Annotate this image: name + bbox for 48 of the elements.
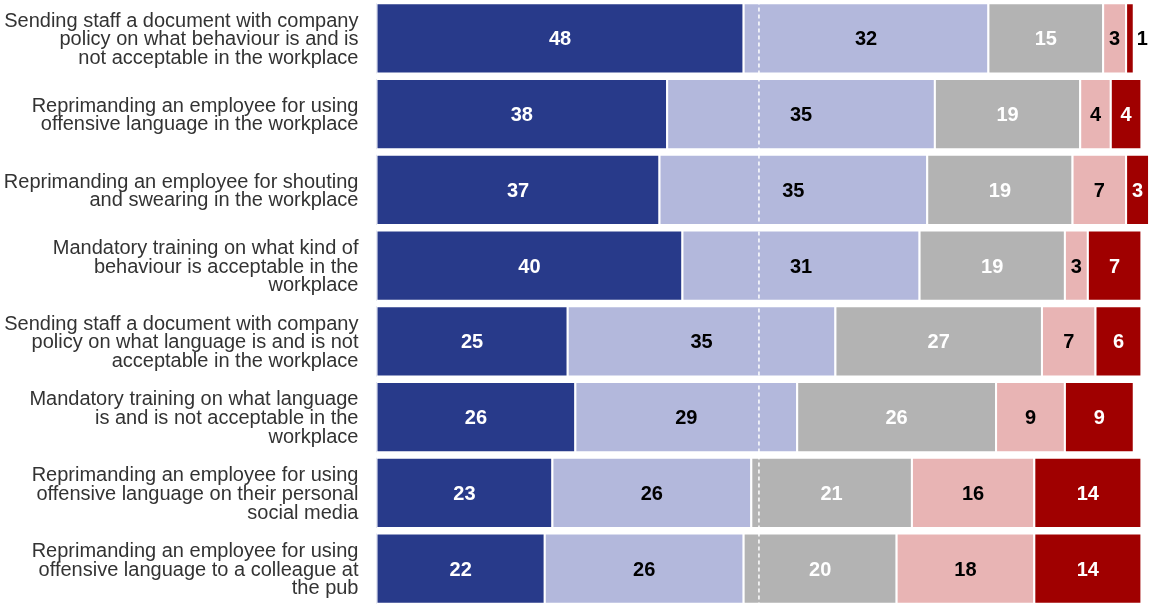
data-label: 27: [927, 330, 950, 353]
data-label: 1: [1136, 27, 1148, 50]
data-label: 14: [1076, 557, 1100, 580]
y-tick-label: Sending staff a document with company policy on what behaviour is and is not acceptable in the workplace: [4, 8, 359, 69]
data-label: 32: [854, 27, 878, 50]
data-label: 22: [449, 557, 472, 580]
data-label: 14: [1076, 481, 1100, 504]
y-tick-label: Reprimanding an employee for using offensive language in the workplace: [31, 93, 359, 135]
data-label: 25: [460, 330, 484, 353]
data-label: 3: [1070, 254, 1082, 277]
data-label: 9: [1024, 406, 1037, 429]
data-label: 4: [1120, 103, 1133, 126]
data-label: 26: [640, 481, 663, 504]
data-label: 3: [1109, 27, 1121, 50]
data-label: 19: [996, 103, 1019, 126]
data-label: 15: [1034, 27, 1057, 50]
data-label: 26: [464, 406, 488, 429]
data-label: 9: [1093, 406, 1105, 429]
y-tick-label: Sending staff a document with company policy on what language is and is not acceptable in the workplace: [4, 311, 359, 372]
data-label: 23: [453, 481, 476, 504]
data-label: 35: [789, 103, 813, 126]
data-label: 21: [820, 481, 843, 504]
data-label: 3: [1132, 178, 1144, 201]
y-tick-label: Mandatory training on what kind of behaviour is acceptable in the workplace: [52, 235, 359, 296]
data-label: 19: [988, 178, 1012, 201]
data-label: 38: [510, 103, 533, 126]
y-tick-label: Reprimanding an employee for shouting and swearing in the workplace: [3, 169, 359, 211]
data-label: 26: [633, 557, 656, 580]
y-tick-label: Reprimanding an employee for using offensive language to a colleague at the pub: [31, 538, 359, 599]
data-label: 29: [675, 406, 698, 429]
data-label: 37: [506, 178, 530, 201]
data-label: 48: [548, 27, 572, 50]
y-tick-label: Reprimanding an employee for using offensive language on their personal social media: [31, 463, 360, 523]
data-label: 26: [885, 406, 908, 429]
data-label: 35: [690, 330, 713, 353]
data-label: 16: [962, 481, 985, 504]
data-label: 20: [809, 557, 832, 580]
data-label: 18: [954, 557, 977, 580]
data-label: 7: [1093, 178, 1105, 201]
data-label: 19: [981, 254, 1004, 277]
data-label: 7: [1063, 330, 1075, 353]
data-label: 7: [1109, 254, 1121, 277]
data-label: 35: [782, 178, 805, 201]
data-label: 4: [1089, 103, 1102, 126]
data-label: 40: [518, 254, 541, 277]
data-label: 31: [789, 254, 813, 277]
y-tick-label: Mandatory training on what language is and is not acceptable in the workplace: [29, 387, 359, 447]
data-label: 6: [1112, 330, 1125, 353]
